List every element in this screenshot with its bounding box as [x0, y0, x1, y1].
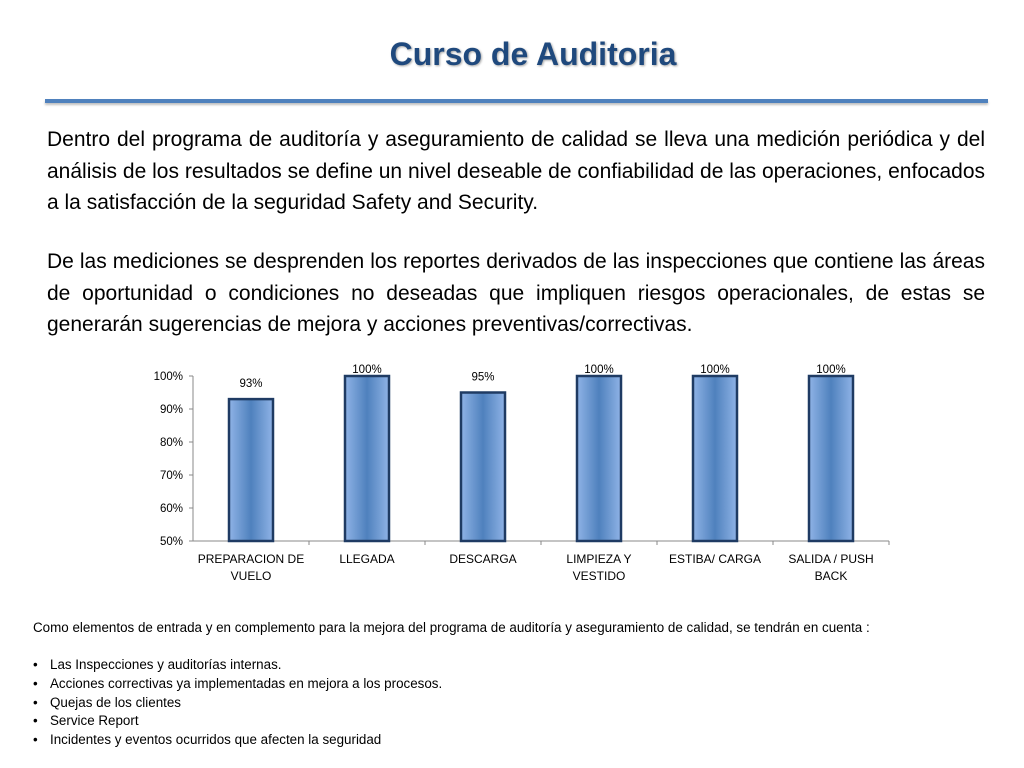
bullet-item-internal-audits: • Las Inspecciones y auditorías internas.: [33, 656, 442, 675]
x-category-label: SALIDA / PUSH: [788, 552, 873, 566]
y-tick-label: 70%: [160, 470, 183, 482]
y-tick-label: 50%: [160, 536, 183, 548]
bar: [807, 374, 855, 543]
bullet-mark: •: [33, 694, 38, 710]
bullet-mark: •: [33, 657, 38, 672]
y-tick-label: 60%: [160, 503, 183, 515]
bullet-text: Las Inspecciones y auditorías internas.: [50, 657, 282, 672]
x-category-label: LIMPIEZA Y: [566, 552, 631, 566]
bar: [227, 397, 275, 543]
x-category-label: VESTIDO: [573, 569, 626, 583]
bullet-item-customer-complaints: • Quejas de los clientes: [33, 694, 442, 713]
bullet-text: Service Report: [50, 713, 139, 729]
bar-data-label: 93%: [239, 378, 262, 390]
bullet-item-corrective-actions: • Acciones correctivas ya implementadas e…: [33, 675, 442, 694]
bullet-mark: •: [33, 713, 38, 729]
bullet-mark: •: [33, 675, 38, 691]
y-tick-label: 100%: [154, 371, 183, 383]
bar-data-label: 95%: [471, 372, 494, 384]
bar-data-label: 100%: [584, 364, 613, 376]
bar: [691, 374, 739, 543]
x-category-label: LLEGADA: [339, 552, 394, 566]
title-underline: [45, 99, 988, 103]
x-category-label: PREPARACION DE: [198, 552, 304, 566]
bullet-text: Incidentes y eventos ocurridos que afect…: [50, 732, 382, 748]
bar: [343, 374, 391, 543]
bar-data-label: 100%: [352, 364, 381, 376]
x-category-label: VUELO: [231, 569, 272, 583]
x-category-label: ESTIBA/ CARGA: [669, 552, 761, 566]
bar-data-label: 100%: [816, 364, 845, 376]
bullet-text: Acciones correctivas ya implementadas en…: [50, 675, 443, 691]
paragraph-reports: De las mediciones se desprenden los repo…: [47, 250, 985, 336]
x-category-label: BACK: [815, 569, 848, 583]
paragraph-measurement: Dentro del programa de auditoría y asegu…: [47, 128, 985, 214]
bullet-text: Quejas de los clientes: [50, 694, 182, 710]
bar-data-label: 100%: [700, 364, 729, 376]
bullet-item-service-report: • Service Report: [33, 712, 442, 731]
bullet-mark: •: [33, 732, 38, 748]
bar: [575, 374, 623, 543]
slide-title: Curso de Auditoria: [389, 36, 677, 72]
inputs-intro-text: Como elementos de entrada y en complemen…: [33, 620, 870, 635]
x-category-label: DESCARGA: [449, 552, 516, 566]
inputs-bullet-list: • Las Inspecciones y auditorías internas.…: [33, 656, 442, 750]
y-tick-label: 80%: [160, 437, 183, 449]
bullet-item-safety-incidents: • Incidentes y eventos ocurridos que afec…: [33, 731, 442, 750]
bar: [459, 391, 507, 543]
y-tick-label: 90%: [160, 404, 183, 416]
